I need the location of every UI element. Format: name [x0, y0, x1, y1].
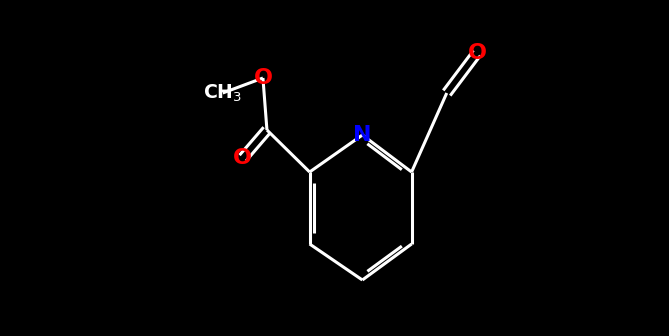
- Text: O: O: [254, 68, 272, 88]
- Text: O: O: [233, 148, 252, 168]
- Text: CH$_3$: CH$_3$: [203, 82, 242, 103]
- Text: N: N: [353, 125, 371, 145]
- Text: O: O: [468, 43, 486, 63]
